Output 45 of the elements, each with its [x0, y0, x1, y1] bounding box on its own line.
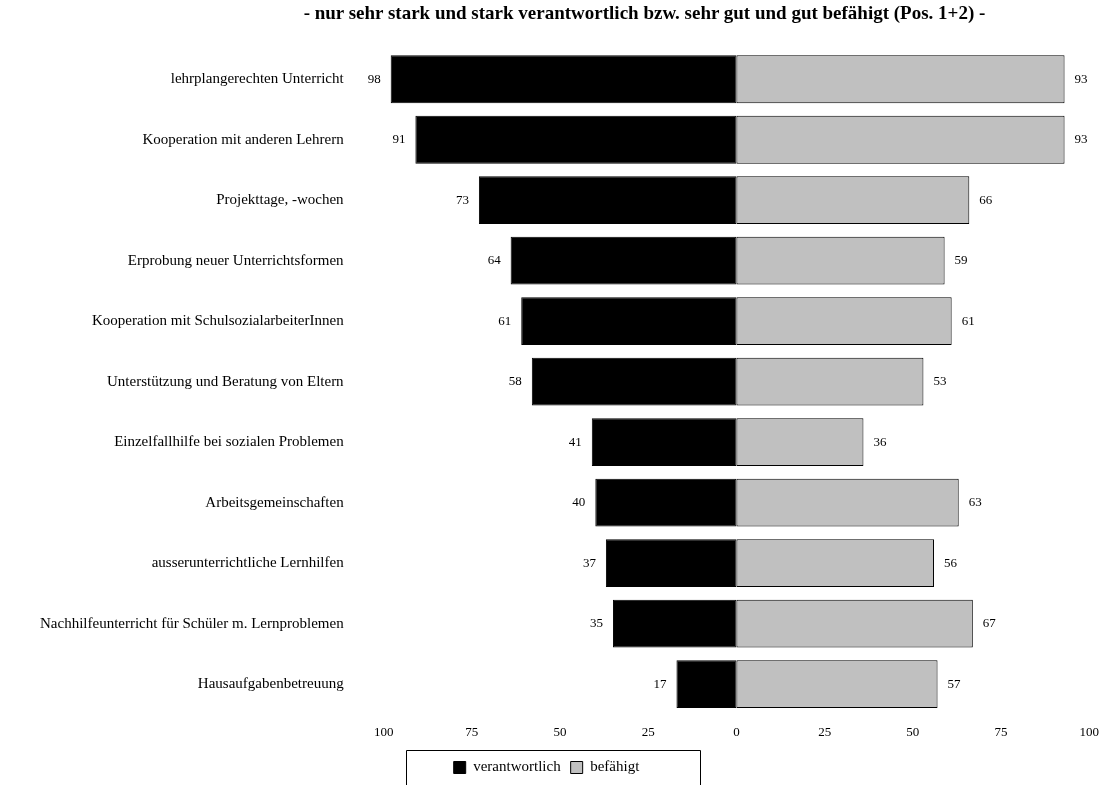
data-label: 93	[1074, 131, 1088, 147]
data-label: 58	[508, 373, 522, 389]
legend-label: verantwortlich	[473, 758, 562, 775]
y-tick-label: ausserunterrichtliche Lernhilfen	[151, 554, 345, 571]
x-tick-label: 25	[818, 723, 832, 739]
data-label: 73	[455, 191, 469, 207]
y-tick-label: lehrplangerechten Unterricht	[170, 70, 345, 87]
x-tick-label: 50	[553, 723, 567, 739]
data-label: 57	[947, 675, 962, 691]
data-label: 59	[954, 252, 968, 268]
y-tick-label: Projekttage, -wochen	[216, 191, 345, 208]
x-tick-label: 0	[733, 723, 740, 739]
data-label: 93	[1074, 70, 1088, 86]
y-tick-label: Nachhilfeunterricht für Schüler m. Lernproblemen	[39, 614, 345, 631]
y-tick-label: Erprobung neuer Unterrichtsformen	[127, 251, 345, 268]
data-label: 37	[582, 554, 597, 570]
x-tick-label: 100	[1079, 723, 1099, 739]
y-tick-label: Unterstützung und Beratung von Eltern	[107, 372, 345, 389]
data-label: 35	[589, 615, 603, 631]
x-tick-label: 50	[906, 723, 920, 739]
data-label: 61	[961, 312, 975, 328]
data-label: 98	[367, 70, 381, 86]
y-tick-label: Arbeitsgemeinschaften	[205, 493, 345, 510]
data-label: 91	[392, 131, 406, 147]
data-label: 61	[498, 312, 512, 328]
legend-label: befähigt	[590, 758, 641, 775]
y-tick-label: Einzelfallhilfe bei sozialen Problemen	[114, 433, 345, 450]
data-label: 56	[944, 554, 958, 570]
x-tick-label: 100	[373, 723, 394, 739]
y-tick-label: Kooperation mit SchulsozialarbeiterInnen	[92, 312, 345, 329]
data-label: 67	[982, 615, 997, 631]
data-label: 63	[968, 494, 982, 510]
data-label: 36	[873, 433, 887, 449]
y-tick-label: Kooperation mit anderen Lehrern	[142, 130, 345, 147]
data-label: 40	[572, 494, 586, 510]
y-tick-label: Hausaufgabenbetreuung	[197, 675, 345, 692]
data-label: 17	[653, 675, 667, 691]
data-label: 66	[979, 191, 993, 207]
chart-title: - nur sehr stark und stark verantwortlich bzw. sehr gut und gut befähigt (Pos. 1+2) -	[302, 2, 987, 24]
data-label: 41	[568, 433, 582, 449]
x-tick-label: 25	[641, 723, 655, 739]
x-tick-label: 75	[994, 723, 1008, 739]
data-label: 53	[933, 373, 947, 389]
data-label: 64	[487, 252, 502, 268]
x-tick-label: 75	[465, 723, 479, 739]
